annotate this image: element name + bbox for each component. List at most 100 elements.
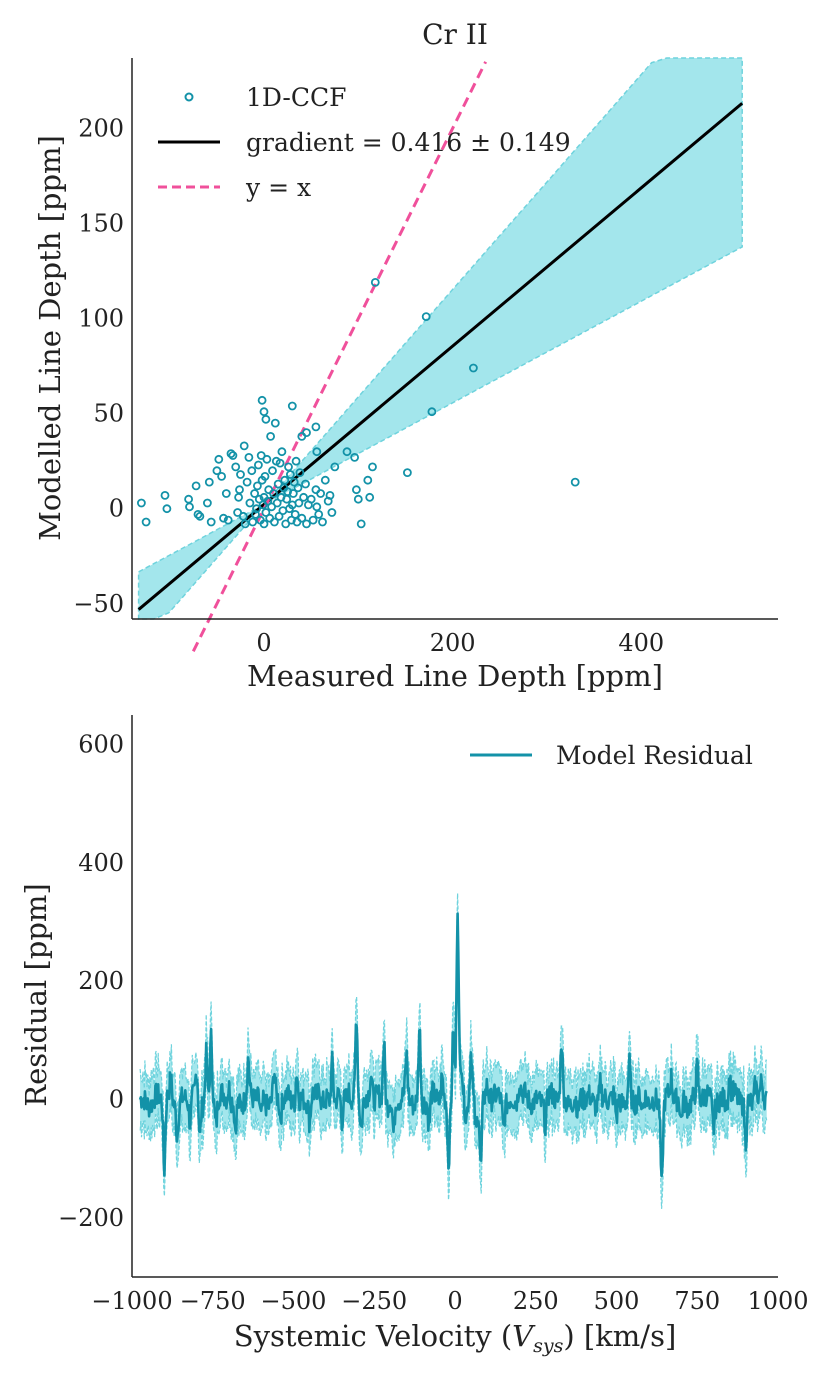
scatter-point bbox=[312, 502, 322, 512]
scatter-point bbox=[312, 447, 322, 457]
scatter-point bbox=[269, 489, 278, 498]
scatter-point bbox=[297, 513, 307, 523]
chart2-x-axis-label: Systemic Velocity (Vsys) [km/s] bbox=[234, 1319, 677, 1357]
scatter-point bbox=[236, 470, 245, 479]
scatter-point bbox=[330, 462, 340, 472]
chart2-x-tick-label: 750 bbox=[674, 1287, 720, 1315]
scatter-point bbox=[245, 498, 255, 508]
scatter-point bbox=[252, 504, 261, 514]
scatter-chart: Cr II 0 200 400 −50 0 50 100 150 200 Measured Li… bbox=[33, 18, 778, 693]
scatter-point bbox=[290, 510, 300, 519]
chart2-y-tick-label: 0 bbox=[109, 1086, 124, 1114]
scatter-point bbox=[206, 517, 216, 527]
chart2-y-tick-label: 200 bbox=[78, 967, 124, 995]
scatter-point bbox=[242, 477, 252, 487]
scatter-point bbox=[162, 504, 172, 514]
scatter-point bbox=[320, 475, 330, 485]
scatter-point bbox=[269, 517, 279, 527]
scatter-point bbox=[160, 490, 170, 500]
chart2-y-tick-label: −200 bbox=[58, 1204, 124, 1232]
scatter-point bbox=[356, 519, 366, 529]
legend-label-1d-ccf: 1D-CCF bbox=[246, 83, 346, 112]
scatter-point bbox=[239, 441, 249, 451]
legend-label-y-equals-x: y = x bbox=[245, 173, 311, 202]
scatter-point bbox=[259, 407, 269, 417]
scatter-point bbox=[291, 456, 301, 466]
chart1-x-tick-label: 200 bbox=[430, 629, 476, 657]
scatter-point bbox=[251, 510, 260, 519]
chart2-x-tick-label: 0 bbox=[447, 1287, 462, 1315]
scatter-point bbox=[266, 431, 276, 441]
xlabel-prefix: Systemic Velocity ( bbox=[234, 1319, 512, 1353]
chart2-x-tick-label: 500 bbox=[594, 1287, 640, 1315]
chart2-x-tick-label: −250 bbox=[341, 1287, 407, 1315]
scatter-point bbox=[238, 511, 248, 521]
chart1-title: Cr II bbox=[422, 18, 488, 51]
scatter-point bbox=[316, 489, 326, 498]
chart1-y-tick-label: 0 bbox=[109, 495, 124, 523]
scatter-point bbox=[365, 492, 375, 502]
scatter-point bbox=[299, 492, 309, 502]
legend-marker-scatter bbox=[184, 92, 194, 102]
scatter-point bbox=[185, 502, 194, 512]
scatter-point bbox=[252, 481, 262, 491]
scatter-point bbox=[314, 510, 324, 519]
scatter-point bbox=[421, 312, 431, 322]
scatter-point bbox=[235, 485, 244, 495]
scatter-point bbox=[287, 401, 297, 411]
xlabel-suffix: ) [km/s] bbox=[563, 1319, 676, 1353]
scatter-point bbox=[234, 492, 244, 502]
chart2-x-tick-label: 250 bbox=[513, 1287, 559, 1315]
chart1-y-tick-label: 100 bbox=[78, 305, 124, 333]
chart1-y-tick-label: 50 bbox=[93, 400, 124, 428]
scatter-point bbox=[342, 447, 352, 457]
scatter-point bbox=[370, 277, 380, 287]
chart2-y-tick-label: 400 bbox=[78, 849, 124, 877]
scatter-point bbox=[275, 458, 285, 468]
scatter-point bbox=[570, 477, 580, 487]
xlabel-var: V bbox=[512, 1319, 536, 1353]
chart1-legend: 1D-CCF gradient = 0.416 ± 0.149 y = x bbox=[158, 83, 571, 202]
scatter-point bbox=[294, 498, 304, 508]
scatter-point bbox=[353, 494, 363, 504]
scatter-point bbox=[308, 515, 318, 525]
scatter-point bbox=[368, 462, 377, 472]
scatter-point bbox=[248, 517, 258, 527]
scatter-point bbox=[302, 428, 311, 438]
scatter-point bbox=[327, 508, 337, 517]
scatter-point bbox=[244, 452, 254, 462]
scatter-point bbox=[284, 462, 293, 472]
scatter-point bbox=[228, 451, 238, 460]
scatter-point bbox=[363, 475, 373, 485]
scatter-point bbox=[204, 477, 214, 487]
chart1-y-axis-label: Modelled Line Depth [ppm] bbox=[33, 135, 67, 541]
chart2-y-axis-label: Residual [ppm] bbox=[19, 883, 53, 1106]
chart1-axes bbox=[131, 58, 778, 620]
scatter-point bbox=[302, 519, 311, 529]
fit-lines-group bbox=[137, 61, 744, 652]
chart2-axes bbox=[131, 715, 778, 1278]
scatter-point bbox=[261, 414, 271, 424]
residual-series-line bbox=[138, 912, 768, 1178]
chart2-x-tick-label: −750 bbox=[180, 1287, 246, 1315]
scatter-point bbox=[311, 422, 321, 432]
scatter-point bbox=[226, 449, 236, 459]
scatter-point bbox=[253, 460, 263, 470]
chart2-x-tick-label: −500 bbox=[261, 1287, 327, 1315]
scatter-point bbox=[301, 479, 310, 489]
legend-label-gradient: gradient = 0.416 ± 0.149 bbox=[246, 128, 571, 157]
chart1-x-tick-label: 0 bbox=[256, 629, 271, 657]
scatter-point bbox=[285, 470, 295, 479]
scatter-point bbox=[350, 452, 360, 462]
scatter-point bbox=[231, 462, 241, 472]
scatter-point bbox=[219, 513, 228, 523]
scatter-point bbox=[247, 466, 257, 476]
scatter-point bbox=[306, 494, 316, 504]
scatter-point bbox=[221, 489, 231, 498]
chart1-y-tick-label: −50 bbox=[73, 590, 124, 618]
scatter-point bbox=[288, 489, 298, 498]
scatter-point bbox=[402, 468, 412, 478]
scatter-point bbox=[214, 454, 224, 464]
chart2-x-tick-label: 1000 bbox=[747, 1287, 808, 1315]
residual-line-group bbox=[138, 912, 768, 1178]
